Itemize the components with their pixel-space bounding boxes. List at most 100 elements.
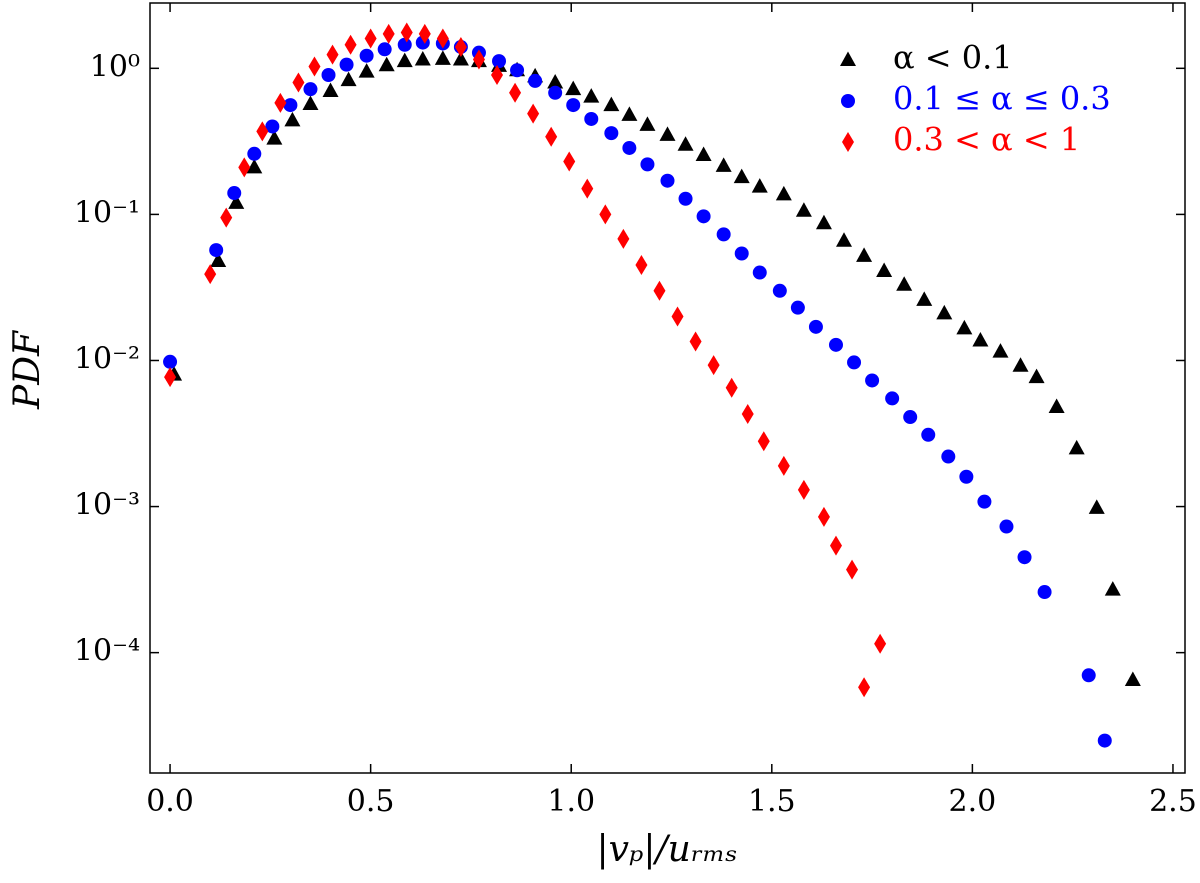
data-point xyxy=(659,126,676,141)
data-point xyxy=(548,85,563,100)
y-tick-label: 10⁻² xyxy=(74,341,140,376)
data-point xyxy=(716,227,731,242)
data-point xyxy=(377,42,392,57)
data-point xyxy=(677,136,694,151)
data-point xyxy=(565,80,582,96)
y-tick-label: 10⁰ xyxy=(90,49,140,84)
data-point xyxy=(397,37,412,52)
data-point xyxy=(956,319,973,335)
data-point xyxy=(1017,550,1032,565)
data-point xyxy=(528,73,543,88)
data-point xyxy=(256,121,269,142)
data-point xyxy=(733,168,750,184)
data-point xyxy=(527,103,540,124)
data-point xyxy=(992,343,1009,358)
data-point xyxy=(678,191,693,206)
data-point xyxy=(660,173,675,188)
data-point xyxy=(434,50,451,65)
data-point xyxy=(1048,398,1065,414)
legend-marker xyxy=(840,51,856,66)
data-point xyxy=(828,337,843,352)
data-point xyxy=(847,355,862,370)
legend-label: α < 0.1 xyxy=(893,39,1013,77)
data-point xyxy=(452,50,469,66)
data-point xyxy=(836,232,853,247)
data-point xyxy=(266,130,283,145)
data-point xyxy=(903,410,918,425)
data-point xyxy=(358,63,375,78)
data-point xyxy=(808,319,823,334)
legend-label: 0.1 ≤ α ≤ 0.3 xyxy=(893,80,1111,118)
data-point xyxy=(715,157,732,172)
data-point xyxy=(896,276,913,291)
data-point xyxy=(400,22,413,43)
data-point xyxy=(599,204,612,225)
data-point xyxy=(795,202,812,217)
data-point xyxy=(246,158,263,174)
data-point xyxy=(510,63,525,78)
legend-label: 0.3 < α < 1 xyxy=(893,121,1080,159)
x-tick-label: 0.0 xyxy=(146,784,194,819)
data-point xyxy=(734,246,749,261)
data-point xyxy=(227,186,242,201)
data-point xyxy=(583,88,600,103)
data-point xyxy=(829,535,842,556)
data-point xyxy=(941,449,956,464)
data-point xyxy=(775,185,792,201)
data-point xyxy=(454,36,467,57)
data-point xyxy=(164,367,177,388)
legend-marker xyxy=(841,94,855,108)
data-point xyxy=(418,23,431,44)
data-point xyxy=(283,98,298,113)
data-point xyxy=(858,677,871,698)
data-point xyxy=(741,404,754,425)
data-point xyxy=(603,96,620,112)
data-point xyxy=(547,73,564,89)
data-point xyxy=(344,34,357,55)
data-point xyxy=(617,228,630,249)
x-tick-label: 0.5 xyxy=(347,784,395,819)
data-point xyxy=(472,49,485,70)
data-point xyxy=(1012,357,1029,372)
data-point xyxy=(378,56,395,72)
data-point xyxy=(885,391,900,406)
data-point xyxy=(689,331,702,352)
data-point xyxy=(303,82,318,97)
data-point xyxy=(1097,733,1112,748)
data-point xyxy=(874,633,887,654)
data-point xyxy=(639,116,656,131)
data-point xyxy=(817,506,830,527)
data-point xyxy=(1124,671,1141,686)
data-point xyxy=(707,355,720,376)
data-point xyxy=(382,23,395,44)
y-tick-label: 10⁻¹ xyxy=(74,195,140,230)
data-point xyxy=(752,265,767,280)
data-point xyxy=(302,95,319,110)
data-point xyxy=(757,431,770,452)
data-point xyxy=(671,306,684,327)
data-point xyxy=(209,243,224,258)
data-point xyxy=(563,151,576,172)
data-point xyxy=(640,157,655,172)
data-point xyxy=(856,247,873,262)
data-point xyxy=(695,146,712,162)
data-point xyxy=(340,71,357,87)
data-point xyxy=(777,455,790,476)
data-point xyxy=(492,54,507,69)
data-point xyxy=(635,255,648,276)
data-point xyxy=(936,304,953,320)
data-point xyxy=(220,207,233,228)
data-point xyxy=(584,111,599,126)
data-point xyxy=(772,283,787,298)
x-tick-label: 2.0 xyxy=(949,784,997,819)
data-point xyxy=(436,28,449,49)
data-point xyxy=(364,28,377,49)
y-tick-label: 10⁻⁴ xyxy=(74,634,140,669)
x-tick-label: 2.5 xyxy=(1149,784,1197,819)
data-point xyxy=(790,300,805,315)
y-axis-label: PDF xyxy=(7,329,48,410)
data-point xyxy=(339,57,354,72)
data-point xyxy=(972,332,989,347)
